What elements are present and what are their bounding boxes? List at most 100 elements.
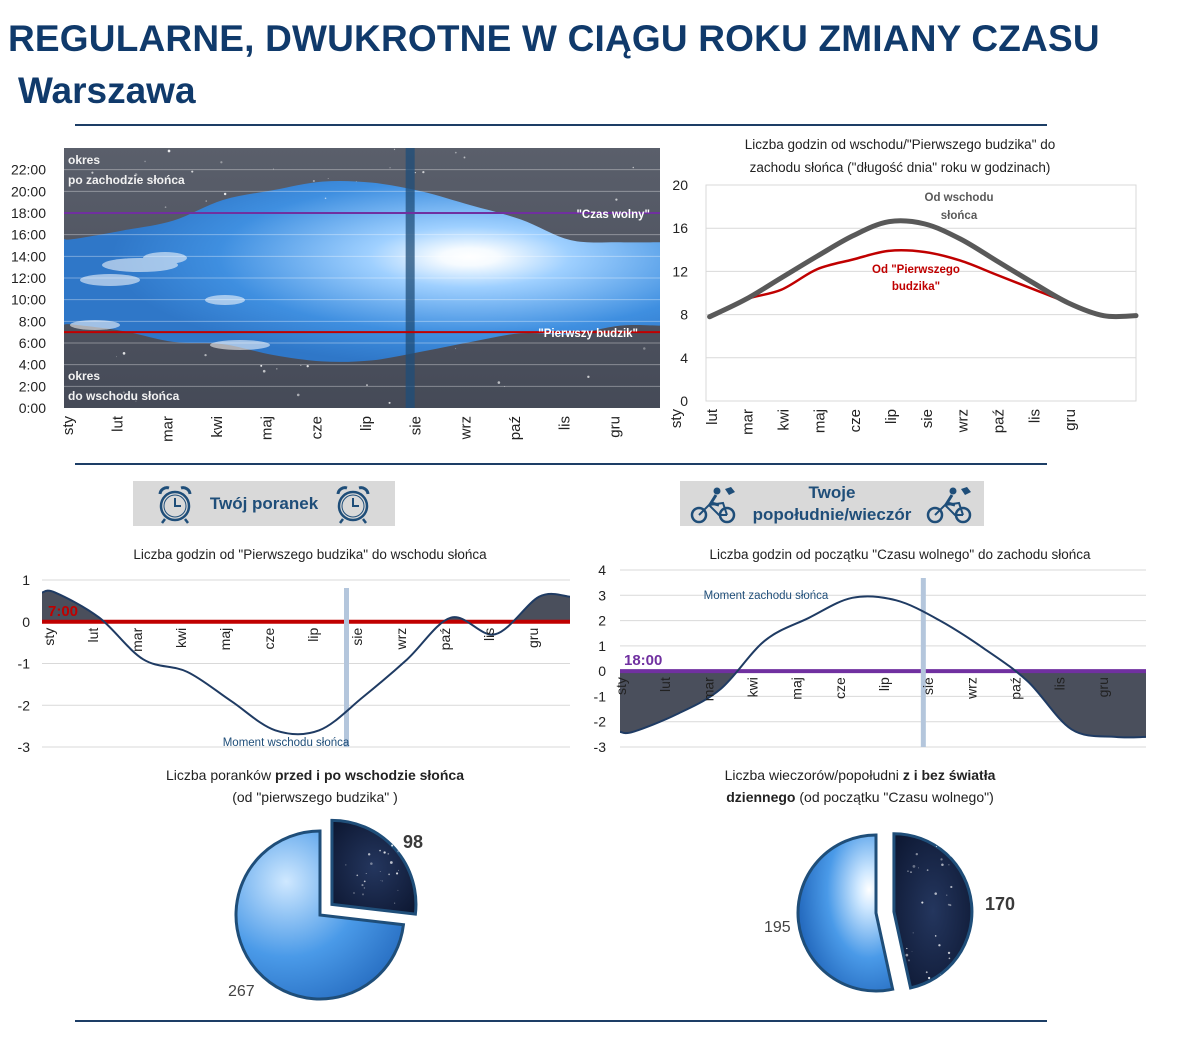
star [935,845,937,848]
star [643,347,646,350]
x-tick-label: lip [883,409,900,424]
y-tick-label: 20:00 [11,183,46,199]
pie-evening-caption-line2-bold: dziennego [726,788,796,805]
star [116,356,118,358]
y-tick-label: 4 [680,350,688,366]
chart3-x-ticks: sty lut mar kwi maj cze lip sie wrz paź lis gru [41,627,541,651]
star [388,873,390,876]
star [917,867,919,869]
divider-middle [75,463,1047,465]
x-tick-label: maj [217,628,233,651]
star [632,166,635,169]
star [366,384,368,387]
star [223,192,227,196]
chart-evening: Liczba godzin od początku "Czasu wolnego… [594,547,1147,755]
pie-morning-caption-bold: przed i po wschodzie słońca [274,767,464,783]
star [925,971,928,974]
star [276,368,278,370]
pie-evening-dark-value: 170 [985,894,1015,914]
x-tick-label: maj [259,416,276,440]
star [946,894,948,896]
x-tick-label: mar [740,409,757,435]
divider-top [75,124,1047,126]
y-tick-label: -1 [18,656,31,672]
x-tick-label: lis [1026,409,1043,423]
chart-day-length: Liczba godzin od wschodu/"Pierwszego bud… [668,137,1139,435]
star [934,892,937,895]
star [367,853,371,856]
y-tick-label: 6:00 [19,335,46,351]
star [262,369,266,373]
y-tick-label: -2 [18,697,31,713]
chart2-series [707,218,1139,320]
x-tick-label: sty [60,416,77,436]
star [938,980,941,983]
x-tick-label: cze [308,416,325,439]
banner-morning: Twój poranek [133,481,395,526]
star [122,352,126,355]
x-tick-label: maj [788,677,804,700]
pie-evening-caption: Liczba wieczorów/popołudni z i bez świat… [640,765,1080,808]
star [273,168,275,170]
star [907,959,910,962]
chart4-series-label: Moment zachodu słońca [704,590,829,602]
x-tick-label: sie [919,409,936,428]
x-tick-label: lip [876,677,892,691]
pie-morning-stars [345,838,400,904]
clouds-decoration [70,252,270,350]
x-tick-label: gru [1095,677,1111,697]
x-tick-label: cze [847,409,864,432]
x-tick-label: lut [657,677,673,692]
star [324,197,327,200]
y-tick-label: -2 [594,714,607,730]
cyclists-icon [690,486,735,523]
pie-evening-light-value: 195 [764,919,791,936]
star [356,874,359,877]
star [381,880,383,882]
label-before-sunrise-2: do wschodu słońca [68,389,180,403]
chart3-sunrise-line [41,589,571,736]
star [363,887,366,889]
x-tick-label: paź [437,628,453,651]
star [362,893,365,896]
y-tick-label: 0 [680,393,688,409]
y-tick-label: 14:00 [11,248,46,264]
star [454,151,457,154]
x-tick-label: sty [41,628,57,646]
x-tick-label: gru [606,416,623,438]
pie-morning: 98 267 [228,818,423,1001]
star [389,167,391,169]
star [395,872,399,875]
marker-bar-sie [405,148,415,408]
x-tick-label: wrz [393,628,409,651]
x-tick-label: gru [1062,409,1079,431]
star [134,173,138,177]
y-tick-label: 16:00 [11,227,46,243]
label-before-sunrise-1: okres [68,369,100,383]
y-tick-label: 8:00 [19,313,46,329]
label-free-time: "Czas wolny" [576,209,650,221]
x-tick-label: lut [704,408,721,425]
y-tick-label: 1 [598,638,606,654]
star [300,364,302,366]
x-tick-label: lut [110,415,127,432]
star [463,156,466,159]
star [260,364,263,367]
chart3-marker-sie [344,588,349,747]
star [414,172,416,174]
y-tick-label: 0 [22,614,30,630]
star [393,148,396,151]
x-tick-label: kwi [745,677,761,697]
banner-evening-label: Twoje popołudnie/wieczór [739,482,926,525]
star [397,850,400,853]
label-first-alarm: "Pierwszy budzik" [538,328,638,340]
y-tick-label: 12 [672,263,688,279]
chart4-y-ticks: 4 3 2 1 0 -1 -2 -3 [594,562,607,755]
x-tick-label: mar [129,627,145,651]
x-tick-label: gru [525,628,541,648]
star [941,863,944,867]
star [938,944,941,947]
star [391,844,394,847]
divider-bottom [75,1020,1047,1022]
y-tick-label: -3 [18,739,31,755]
